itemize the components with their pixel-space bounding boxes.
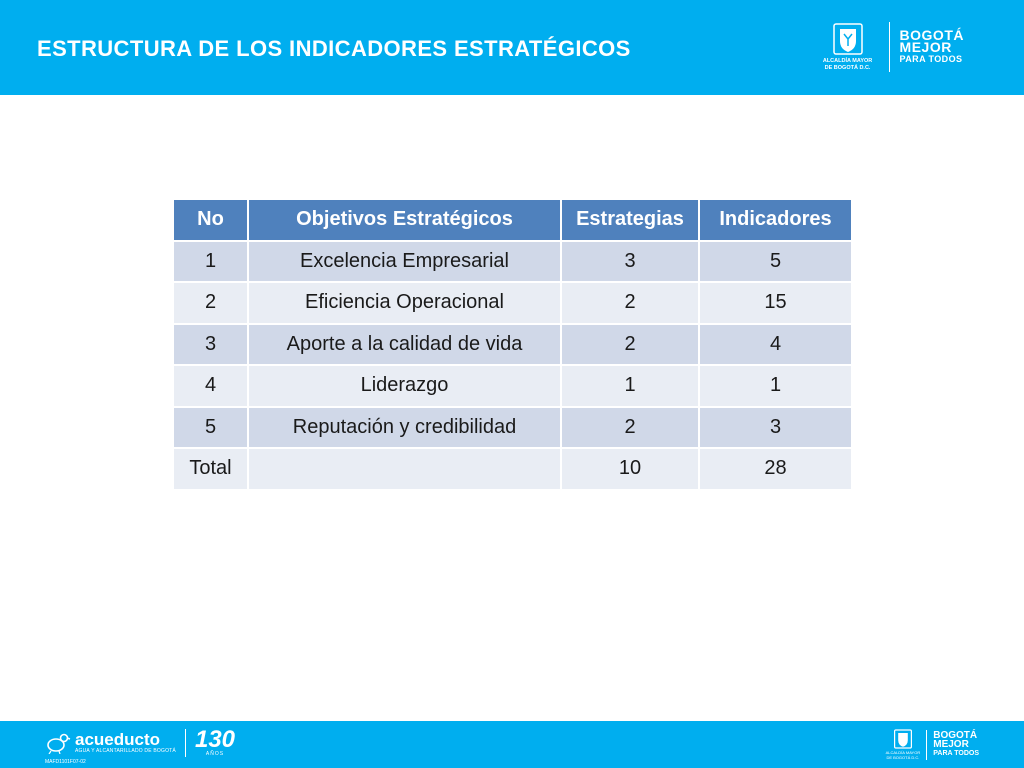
coat-of-arms-icon: [832, 22, 863, 55]
footer-bogota-line1: BOGOTÁ: [933, 730, 978, 741]
alcaldia-logo: ALCALDÍA MAYOR DE BOGOTÁ D.C.: [817, 22, 879, 72]
table-row: 4 Liderazgo 1 1: [172, 364, 853, 408]
cell-no: 4: [172, 364, 249, 408]
indicators-table: No Objetivos Estratégicos Estrategias In…: [172, 198, 853, 491]
footer-bogota-line2: MEJOR: [933, 739, 969, 750]
acueducto-bird-icon: [47, 733, 71, 754]
acueducto-name: acueducto: [75, 730, 161, 749]
acueducto-subtitle: AGUA Y ALCANTARILLADO DE BOGOTÁ: [75, 748, 176, 754]
cell-estrategias: 2: [560, 281, 700, 325]
footer-divider: [184, 729, 186, 757]
table-row: 3 Aporte a la calidad de vida 2 4: [172, 322, 853, 366]
cell-objetivo: Reputación y credibilidad: [247, 405, 562, 449]
bogota-logo-line1: BOGOTÁ: [899, 27, 964, 43]
cell-estrategias: 3: [560, 239, 700, 283]
footer-bar: acueducto AGUA Y ALCANTARILLADO DE BOGOT…: [0, 721, 1024, 768]
cell-total-indicadores: 28: [698, 447, 853, 491]
cell-estrategias: 2: [560, 322, 700, 366]
column-header-indicadores: Indicadores: [698, 198, 853, 242]
table-header-row: No Objetivos Estratégicos Estrategias In…: [172, 198, 853, 242]
anniversary-label: AÑOS: [205, 751, 225, 757]
footer-left-logos: acueducto AGUA Y ALCANTARILLADO DE BOGOT…: [45, 726, 236, 758]
footer-alcaldia-logo: ALCALDÍA MAYOR DE BOGOTÁ D.C.: [885, 729, 921, 760]
cell-total-estrategias: 10: [560, 447, 700, 491]
cell-objetivo: Aporte a la calidad de vida: [247, 322, 562, 366]
cell-indicadores: 15: [698, 281, 853, 325]
indicators-table-container: No Objetivos Estratégicos Estrategias In…: [172, 198, 853, 491]
cell-objetivo: Liderazgo: [247, 364, 562, 408]
logo-divider: [888, 22, 890, 72]
cell-no: 1: [172, 239, 249, 283]
cell-objetivo: [247, 447, 562, 491]
cell-no: 2: [172, 281, 249, 325]
footer-alcaldia-label: ALCALDÍA MAYOR DE BOGOTÁ D.C.: [885, 750, 921, 760]
column-header-no: No: [172, 198, 249, 242]
cell-estrategias: 2: [560, 405, 700, 449]
bogota-mejor-logo: BOGOTÁ MEJOR PARA TODOS: [899, 27, 964, 65]
cell-indicadores: 5: [698, 239, 853, 283]
footer-bogota-mejor-logo: BOGOTÁ MEJOR PARA TODOS: [933, 731, 979, 758]
acueducto-logo: acueducto AGUA Y ALCANTARILLADO DE BOGOT…: [75, 730, 176, 754]
cell-objetivo: Excelencia Empresarial: [247, 239, 562, 283]
table-row-total: Total 10 28: [172, 447, 853, 491]
anniversary-number: 130: [194, 726, 236, 753]
footer-right-logos: ALCALDÍA MAYOR DE BOGOTÁ D.C. BOGOTÁ MEJ…: [886, 729, 979, 760]
footer-bogota-line3: PARA TODOS: [933, 750, 979, 757]
column-header-estrategias: Estrategias: [560, 198, 700, 242]
column-header-objetivos: Objetivos Estratégicos: [247, 198, 562, 242]
bogota-logo-line2: MEJOR: [899, 39, 952, 55]
anniversary-logo: 130 AÑOS: [194, 726, 236, 758]
table-row: 1 Excelencia Empresarial 3 5: [172, 239, 853, 283]
bogota-logo-line3: PARA TODOS: [899, 54, 963, 64]
header-logos: ALCALDÍA MAYOR DE BOGOTÁ D.C. BOGOTÁ MEJ…: [817, 18, 964, 76]
cell-estrategias: 1: [560, 364, 700, 408]
header-bar: ESTRUCTURA DE LOS INDICADORES ESTRATÉGIC…: [0, 0, 1024, 95]
alcaldia-label: ALCALDÍA MAYOR DE BOGOTÁ D.C.: [822, 57, 873, 71]
cell-indicadores: 3: [698, 405, 853, 449]
page-title: ESTRUCTURA DE LOS INDICADORES ESTRATÉGIC…: [37, 36, 631, 61]
cell-indicadores: 4: [698, 322, 853, 366]
footer-logo-divider: [926, 729, 928, 760]
cell-no: 3: [172, 322, 249, 366]
table-row: 2 Eficiencia Operacional 2 15: [172, 281, 853, 325]
coat-of-arms-icon: [893, 729, 912, 749]
cell-indicadores: 1: [698, 364, 853, 408]
cell-no: 5: [172, 405, 249, 449]
table-row: 5 Reputación y credibilidad 2 3: [172, 405, 853, 449]
cell-objetivo: Eficiencia Operacional: [247, 281, 562, 325]
cell-total-label: Total: [172, 447, 249, 491]
document-code: MAFD1101F07-02: [45, 759, 86, 765]
